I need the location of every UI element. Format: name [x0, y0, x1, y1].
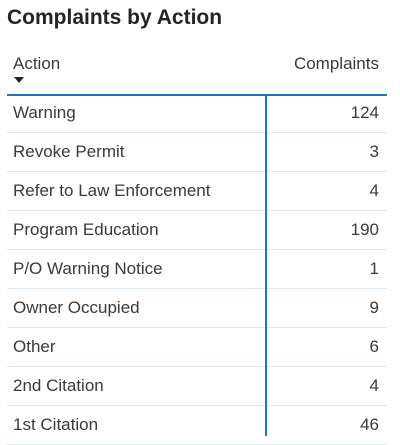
cell-complaints: 190	[350, 220, 379, 239]
cell-action: Refer to Law Enforcement	[13, 181, 211, 200]
table-row[interactable]: Warning 124	[7, 94, 387, 133]
cell-action: Warning	[13, 103, 76, 122]
table-header: Action Complaints	[7, 50, 387, 96]
cell-complaints: 1	[369, 259, 379, 278]
cell-action: Revoke Permit	[13, 142, 125, 161]
visual-title: Complaints by Action	[7, 6, 223, 29]
table-body: Warning 124 Revoke Permit 3 Refer to Law…	[7, 94, 387, 445]
table-row[interactable]: 2nd Citation 4	[7, 367, 387, 406]
column-divider	[265, 94, 267, 436]
cell-action: Other	[13, 337, 56, 356]
cell-action: P/O Warning Notice	[13, 259, 163, 278]
cell-action: Owner Occupied	[13, 298, 140, 317]
table-row[interactable]: P/O Warning Notice 1	[7, 250, 387, 289]
cell-complaints: 46	[360, 415, 379, 434]
cell-complaints: 124	[350, 103, 379, 122]
column-header-action[interactable]: Action	[13, 54, 61, 73]
table-row[interactable]: Program Education 190	[7, 211, 387, 250]
table-row[interactable]: Revoke Permit 3	[7, 133, 387, 172]
cell-action: 1st Citation	[13, 415, 99, 434]
table-row[interactable]: Refer to Law Enforcement 4	[7, 172, 387, 211]
table-row[interactable]: 1st Citation 46	[7, 406, 387, 445]
table-row[interactable]: Owner Occupied 9	[7, 289, 387, 328]
cell-complaints: 4	[369, 181, 379, 200]
cell-complaints: 4	[369, 376, 379, 395]
column-header-complaints[interactable]: Complaints	[293, 54, 379, 73]
cell-action: Program Education	[13, 220, 159, 239]
cell-action: 2nd Citation	[13, 376, 104, 395]
cell-complaints: 9	[369, 298, 379, 317]
table-row[interactable]: Other 6	[7, 328, 387, 367]
sort-desc-icon[interactable]	[14, 77, 24, 83]
cell-complaints: 6	[369, 337, 379, 356]
cell-complaints: 3	[369, 142, 379, 161]
